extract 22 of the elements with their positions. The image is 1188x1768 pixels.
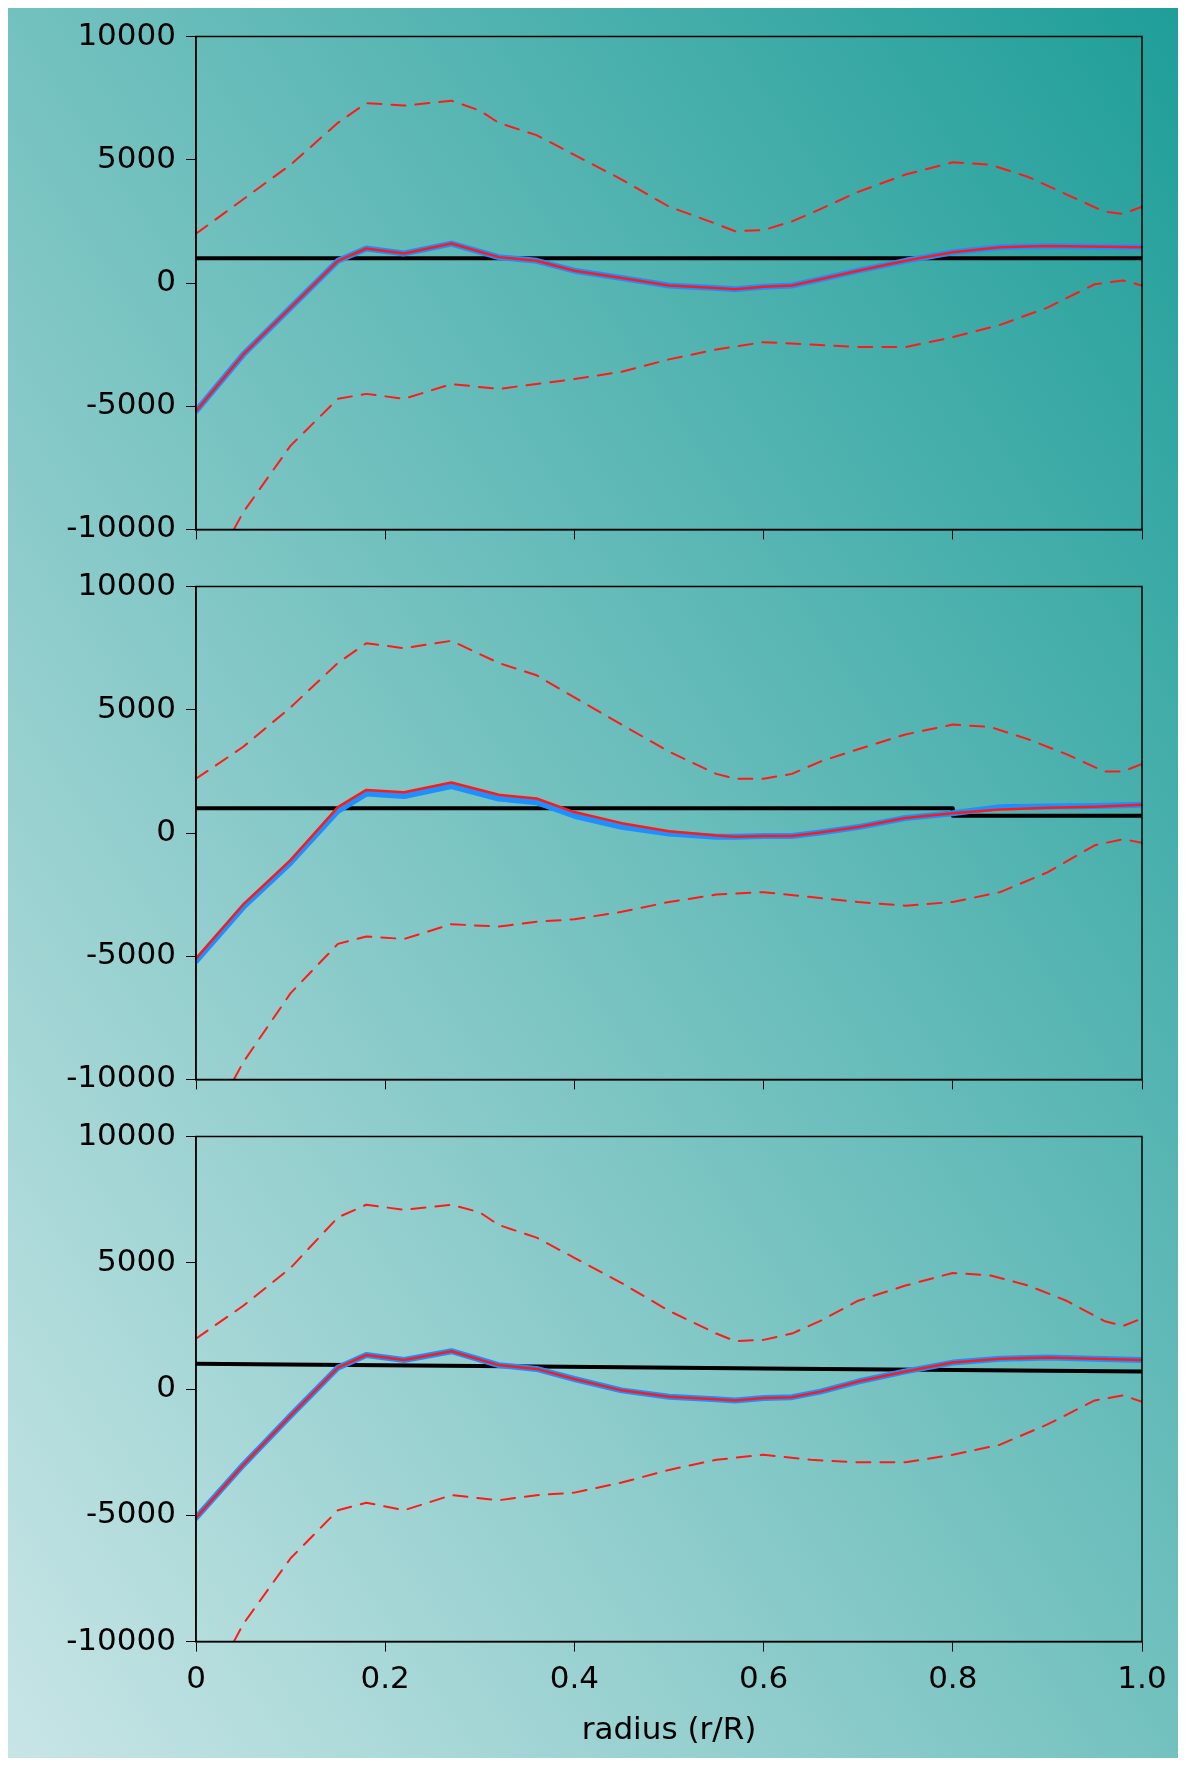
x-axis-title: radius (r/R) (581, 1710, 757, 1747)
x-tick-label: 0.2 (360, 1659, 410, 1696)
x-tick-label: 1.0 (1117, 1659, 1167, 1696)
y-tick-label: -10000 (66, 1058, 176, 1095)
y-tick-label: 5000 (97, 1241, 176, 1278)
y-tick-label: 5000 (97, 688, 176, 725)
y-tick-label: -5000 (85, 935, 176, 972)
y-tick-label: -5000 (85, 1494, 176, 1531)
y-tick-label: 10000 (77, 1115, 176, 1152)
y-tick-label: 10000 (77, 15, 176, 52)
x-tick-label: 0.4 (549, 1659, 600, 1696)
y-tick-label: -5000 (85, 385, 176, 422)
y-tick-label: 10000 (77, 565, 176, 602)
y-tick-label: 5000 (97, 138, 176, 175)
x-tick-label: 0.6 (738, 1659, 789, 1696)
y-tick-label: 0 (156, 812, 176, 849)
x-tick-label: 0.8 (928, 1659, 978, 1696)
y-tick-label: -10000 (66, 508, 176, 545)
x-tick-label: 0 (186, 1659, 206, 1696)
y-tick-label: 0 (156, 1368, 176, 1405)
y-tick-label: -10000 (66, 1620, 176, 1657)
y-tick-label: 0 (156, 262, 176, 299)
